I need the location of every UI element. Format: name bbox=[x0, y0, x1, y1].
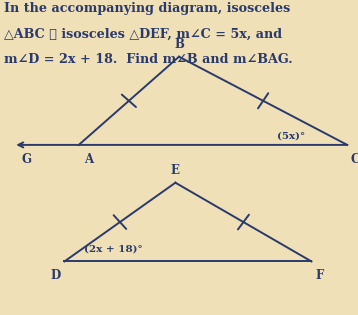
Text: E: E bbox=[171, 164, 180, 177]
Text: A: A bbox=[84, 153, 93, 166]
Text: B: B bbox=[174, 38, 184, 51]
Text: F: F bbox=[315, 269, 323, 282]
Text: m∠D = 2x + 18.  Find m∠B and m∠BAG.: m∠D = 2x + 18. Find m∠B and m∠BAG. bbox=[4, 53, 292, 66]
Text: (5x)°: (5x)° bbox=[277, 131, 306, 140]
Text: G: G bbox=[21, 153, 32, 166]
Text: D: D bbox=[50, 269, 61, 282]
Text: △ABC ≅ isosceles △DEF, m∠C = 5x, and: △ABC ≅ isosceles △DEF, m∠C = 5x, and bbox=[4, 27, 282, 40]
Text: In the accompanying diagram, isosceles: In the accompanying diagram, isosceles bbox=[4, 2, 290, 14]
Text: C: C bbox=[351, 153, 358, 166]
Text: (2x + 18)°: (2x + 18)° bbox=[84, 244, 143, 254]
